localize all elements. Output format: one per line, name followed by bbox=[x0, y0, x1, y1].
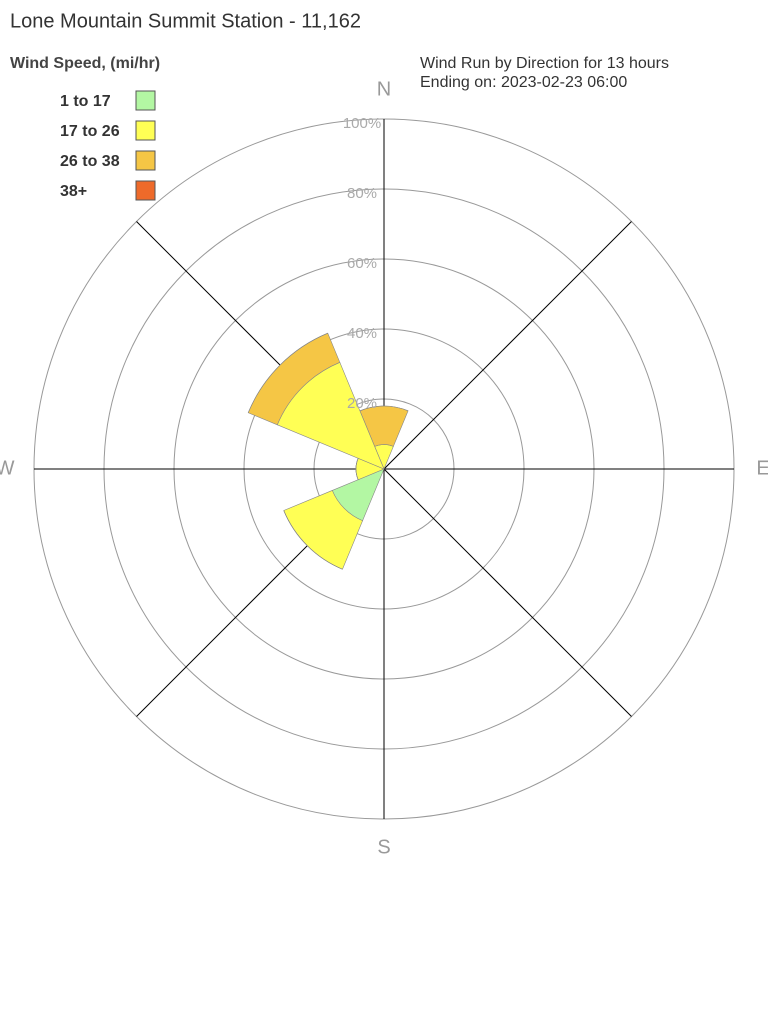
compass-label: W bbox=[0, 457, 15, 479]
r-tick-label: 80% bbox=[347, 185, 377, 202]
r-tick-label: 100% bbox=[343, 115, 381, 132]
compass-label: N bbox=[377, 78, 391, 100]
r-tick-label: 20% bbox=[347, 395, 377, 412]
legend-label: 17 to 26 bbox=[60, 123, 120, 140]
legend-swatch bbox=[135, 180, 156, 201]
subtitle: Ending on: 2023-02-23 06:00 bbox=[420, 74, 627, 91]
legend-swatch bbox=[135, 90, 156, 111]
subtitle: Wind Run by Direction for 13 hours bbox=[420, 55, 669, 72]
legend-swatch bbox=[135, 120, 156, 141]
compass-label: E bbox=[756, 457, 768, 479]
r-tick-label: 40% bbox=[347, 325, 377, 342]
compass-label: S bbox=[377, 836, 390, 858]
chart-title: Lone Mountain Summit Station - 11,162 bbox=[10, 10, 361, 32]
legend-label: 38+ bbox=[60, 183, 87, 200]
legend-label: 26 to 38 bbox=[60, 153, 120, 170]
legend-label: 1 to 17 bbox=[60, 93, 111, 110]
legend-swatch bbox=[135, 150, 156, 171]
r-tick-label: 60% bbox=[347, 255, 377, 272]
legend-title: Wind Speed, (mi/hr) bbox=[10, 55, 160, 72]
